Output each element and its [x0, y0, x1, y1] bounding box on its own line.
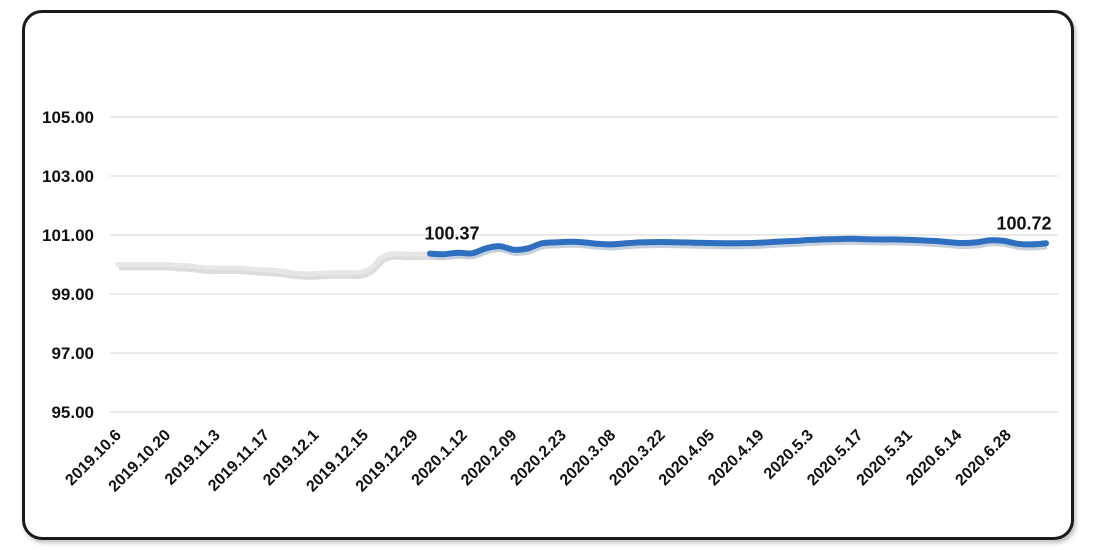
- y-tick-label: 101.00: [42, 226, 94, 245]
- y-tick-label: 99.00: [51, 285, 94, 304]
- y-tick-label: 105.00: [42, 108, 94, 127]
- series-1-shadow: [119, 253, 432, 280]
- chart-frame: [22, 10, 1074, 540]
- y-axis-tick-labels: 105.00 103.00 101.00 99.00 97.00 95.00: [42, 108, 94, 422]
- data-labels: 100.37 100.72: [424, 213, 1051, 243]
- y-tick-label: 97.00: [51, 344, 94, 363]
- data-label-start: 100.37: [424, 224, 479, 244]
- x-axis-tick-labels: 2019.10.62019.10.202019.11.32019.11.1720…: [62, 427, 1014, 496]
- series-2-line: [427, 235, 1049, 258]
- series-lines: [115, 235, 1049, 280]
- gridlines: [110, 116, 1058, 413]
- data-label-end: 100.72: [996, 213, 1051, 233]
- series-1-line: [115, 250, 433, 277]
- y-tick-label: 95.00: [51, 403, 94, 422]
- y-tick-label: 103.00: [42, 167, 94, 186]
